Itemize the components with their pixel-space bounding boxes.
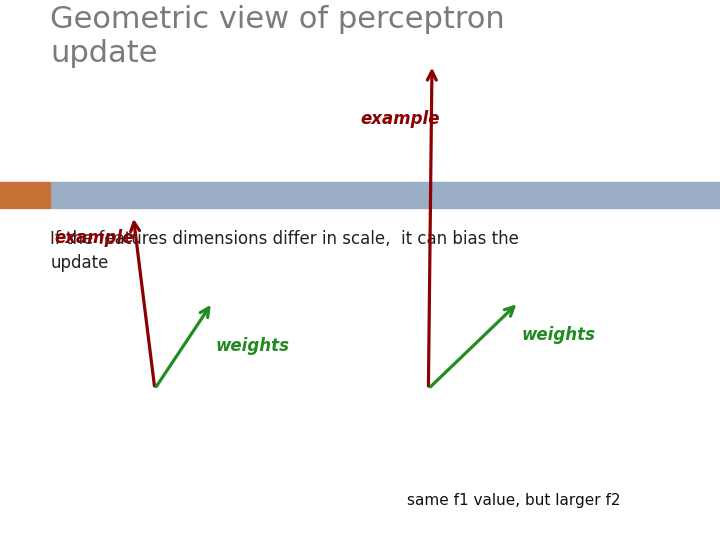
Bar	[50, 182, 720, 208]
Text: If the features dimensions differ in scale,  it can bias the
update: If the features dimensions differ in sca…	[50, 230, 519, 273]
Text: same f1 value, but larger f2: same f1 value, but larger f2	[407, 492, 621, 508]
Text: weights: weights	[522, 326, 596, 344]
Text: Geometric view of perceptron
update: Geometric view of perceptron update	[50, 5, 505, 68]
Text: example: example	[54, 228, 133, 247]
Bar	[0, 182, 50, 208]
Text: weights: weights	[216, 336, 290, 355]
Text: example: example	[360, 110, 439, 128]
